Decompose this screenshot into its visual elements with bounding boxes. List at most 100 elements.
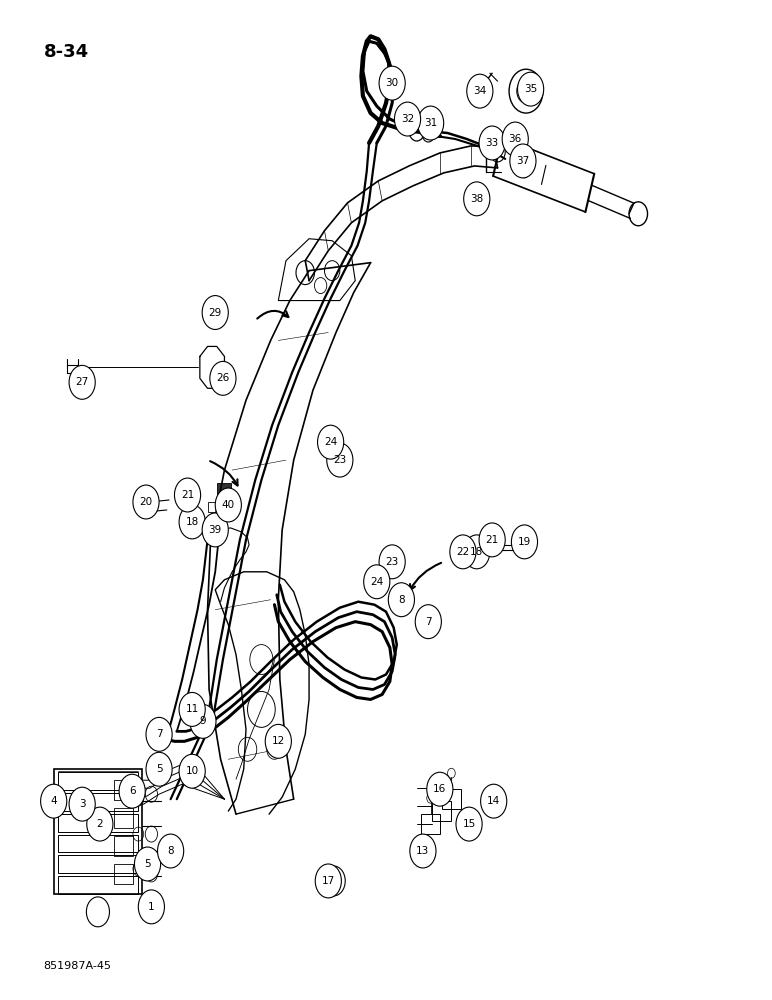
Circle shape <box>427 772 453 806</box>
Text: 12: 12 <box>272 736 285 746</box>
Circle shape <box>479 523 505 557</box>
Circle shape <box>388 583 415 617</box>
Bar <box>113 864 133 884</box>
Text: 8-34: 8-34 <box>44 43 89 61</box>
Circle shape <box>315 864 341 898</box>
Bar <box>185 513 197 525</box>
Circle shape <box>119 774 145 808</box>
Text: 16: 16 <box>433 784 446 794</box>
Bar <box>141 497 149 515</box>
Text: 23: 23 <box>385 557 399 567</box>
Text: 2: 2 <box>96 819 103 829</box>
Circle shape <box>327 873 340 889</box>
Text: 21: 21 <box>181 490 195 500</box>
Text: 35: 35 <box>524 84 537 94</box>
Circle shape <box>379 545 405 579</box>
Circle shape <box>450 535 476 569</box>
Text: 8: 8 <box>168 846 174 856</box>
Circle shape <box>174 478 201 512</box>
Bar <box>58 855 138 873</box>
Text: 29: 29 <box>208 308 222 318</box>
Bar <box>217 483 231 495</box>
Text: 10: 10 <box>185 766 198 776</box>
Circle shape <box>464 535 490 569</box>
Circle shape <box>502 122 528 156</box>
Text: 31: 31 <box>424 118 437 128</box>
Text: 17: 17 <box>322 876 335 886</box>
Circle shape <box>464 182 490 216</box>
Circle shape <box>410 834 436 868</box>
Circle shape <box>517 72 543 106</box>
Text: 22: 22 <box>456 547 469 557</box>
Text: 7: 7 <box>425 617 432 627</box>
Circle shape <box>146 752 172 786</box>
Text: 37: 37 <box>516 156 530 166</box>
Circle shape <box>394 102 421 136</box>
Circle shape <box>157 834 184 868</box>
Bar <box>113 808 133 828</box>
Text: 5: 5 <box>156 764 162 774</box>
Circle shape <box>179 505 205 539</box>
Circle shape <box>138 890 164 924</box>
Text: 30: 30 <box>385 78 398 88</box>
Circle shape <box>215 488 242 522</box>
Circle shape <box>364 565 390 599</box>
Text: 24: 24 <box>324 437 337 447</box>
Bar <box>469 538 482 550</box>
Bar <box>422 814 440 834</box>
Text: 19: 19 <box>518 537 531 547</box>
Text: 34: 34 <box>473 86 486 96</box>
Bar <box>54 769 142 894</box>
Text: 32: 32 <box>401 114 414 124</box>
Text: 14: 14 <box>487 796 500 806</box>
Bar <box>58 835 138 852</box>
Text: 5: 5 <box>144 859 151 869</box>
Text: 7: 7 <box>156 729 162 739</box>
Bar <box>58 814 138 832</box>
Text: 13: 13 <box>416 846 429 856</box>
Circle shape <box>210 361 236 395</box>
Circle shape <box>481 784 506 818</box>
Bar <box>58 793 138 811</box>
Circle shape <box>133 485 159 519</box>
Text: 24: 24 <box>370 577 384 587</box>
Circle shape <box>41 784 66 818</box>
Circle shape <box>511 525 537 559</box>
Text: 15: 15 <box>462 819 476 829</box>
Text: 26: 26 <box>216 373 229 383</box>
Circle shape <box>467 74 493 108</box>
Text: 33: 33 <box>486 138 499 148</box>
Circle shape <box>211 307 220 319</box>
Circle shape <box>379 66 405 100</box>
Text: 4: 4 <box>50 796 57 806</box>
Text: 27: 27 <box>76 377 89 387</box>
Circle shape <box>69 365 95 399</box>
Text: 18: 18 <box>185 517 198 527</box>
Circle shape <box>69 787 95 821</box>
Circle shape <box>266 724 291 758</box>
Bar <box>442 789 461 809</box>
Bar <box>58 772 138 790</box>
Circle shape <box>510 144 536 178</box>
Circle shape <box>202 513 229 547</box>
Circle shape <box>134 847 161 881</box>
Text: 8: 8 <box>398 595 405 605</box>
Circle shape <box>86 807 113 841</box>
Circle shape <box>415 605 442 639</box>
Circle shape <box>317 425 344 459</box>
Circle shape <box>418 106 444 140</box>
Text: 23: 23 <box>334 455 347 465</box>
Circle shape <box>510 157 520 169</box>
Text: 39: 39 <box>208 525 222 535</box>
Circle shape <box>179 692 205 726</box>
Text: 3: 3 <box>79 799 86 809</box>
Text: 20: 20 <box>140 497 153 507</box>
Bar <box>432 801 451 821</box>
Circle shape <box>146 717 172 751</box>
Text: 851987A-45: 851987A-45 <box>44 961 112 971</box>
Text: 1: 1 <box>148 902 154 912</box>
Text: 6: 6 <box>129 786 135 796</box>
Text: 18: 18 <box>470 547 483 557</box>
Circle shape <box>327 443 353 477</box>
Text: 21: 21 <box>486 535 499 545</box>
